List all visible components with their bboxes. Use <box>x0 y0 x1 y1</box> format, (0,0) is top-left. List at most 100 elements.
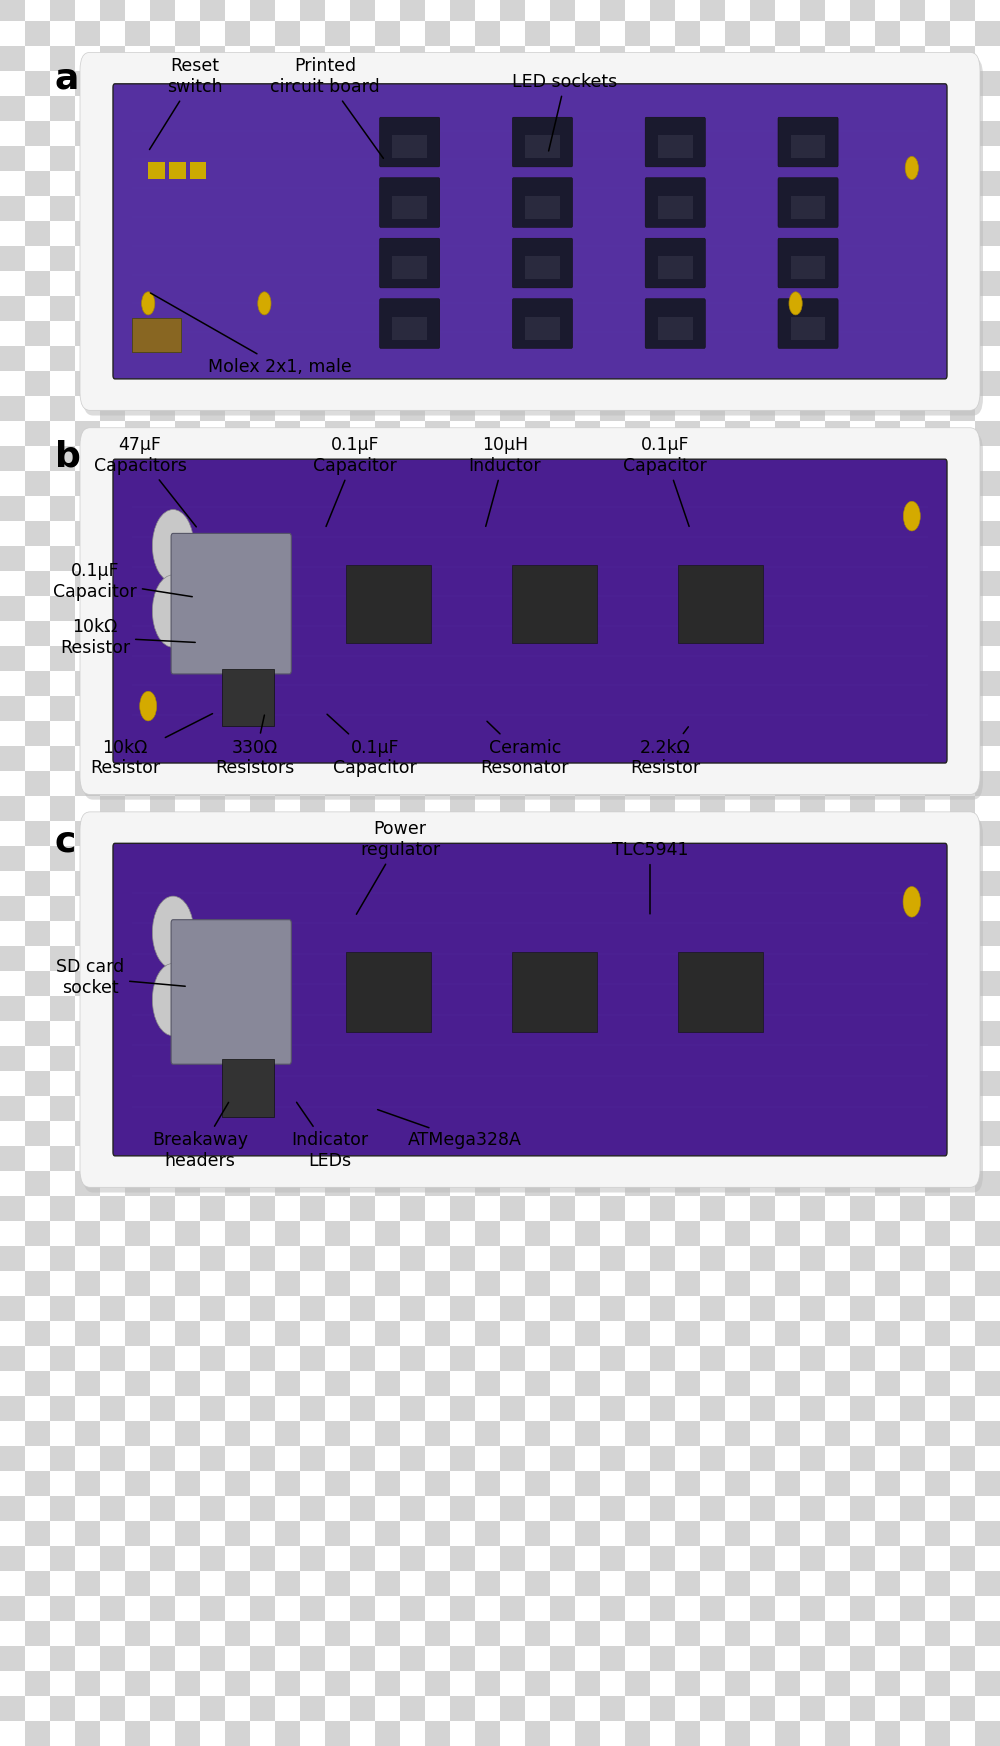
Bar <box>150 721 175 746</box>
Bar <box>975 1322 1000 1346</box>
Bar <box>525 1646 550 1671</box>
Bar <box>275 1346 300 1371</box>
Bar <box>75 246 100 271</box>
Bar <box>150 471 175 496</box>
Bar <box>450 445 475 471</box>
Bar <box>650 1620 675 1646</box>
Bar <box>750 1172 775 1196</box>
Bar <box>850 246 875 271</box>
Bar <box>925 370 950 396</box>
Bar <box>250 746 275 772</box>
Bar <box>50 346 75 370</box>
Bar <box>125 595 150 622</box>
Bar <box>75 1571 100 1596</box>
Bar <box>200 0 225 21</box>
Bar <box>150 171 175 196</box>
Bar <box>650 1571 675 1596</box>
Bar <box>175 222 200 246</box>
Bar <box>400 445 425 471</box>
Bar <box>75 21 100 45</box>
Bar <box>450 196 475 222</box>
Bar <box>975 1247 1000 1271</box>
Bar <box>225 1446 250 1470</box>
Bar <box>400 746 425 772</box>
Bar <box>550 920 575 946</box>
Bar <box>200 1545 225 1571</box>
Bar <box>550 370 575 396</box>
Bar <box>392 316 427 340</box>
Bar <box>150 346 175 370</box>
Bar <box>650 871 675 896</box>
Bar <box>875 196 900 222</box>
Bar <box>100 847 125 871</box>
Bar <box>0 321 25 346</box>
Bar <box>100 222 125 246</box>
Bar <box>225 1646 250 1671</box>
Bar <box>850 396 875 421</box>
Bar <box>375 571 400 595</box>
Bar <box>950 1722 975 1746</box>
Bar <box>475 946 500 971</box>
Bar <box>675 1620 700 1646</box>
Bar <box>125 370 150 396</box>
Bar <box>750 222 775 246</box>
FancyBboxPatch shape <box>778 117 838 168</box>
Bar <box>650 1695 675 1722</box>
Bar <box>950 421 975 445</box>
Bar <box>850 1620 875 1646</box>
Bar <box>150 847 175 871</box>
Bar <box>225 222 250 246</box>
Bar <box>225 1145 250 1172</box>
Bar <box>300 421 325 445</box>
Bar <box>450 871 475 896</box>
Bar <box>500 471 525 496</box>
Bar <box>625 297 650 321</box>
Bar <box>775 346 800 370</box>
Bar <box>425 1496 450 1521</box>
Bar <box>800 1296 825 1322</box>
Bar <box>100 1070 125 1096</box>
Bar <box>425 995 450 1021</box>
Bar <box>150 1371 175 1397</box>
Bar <box>600 1671 625 1695</box>
Bar <box>375 646 400 670</box>
Bar <box>700 1247 725 1271</box>
Bar <box>50 971 75 995</box>
Bar <box>275 871 300 896</box>
Bar <box>600 995 625 1021</box>
Bar <box>925 896 950 920</box>
Bar <box>400 1596 425 1620</box>
Bar <box>650 1322 675 1346</box>
Bar <box>475 1446 500 1470</box>
Bar <box>0 1220 25 1247</box>
Bar <box>100 520 125 546</box>
Bar <box>700 1220 725 1247</box>
Bar <box>925 120 950 147</box>
Bar <box>650 196 675 222</box>
Bar <box>175 346 200 370</box>
Bar <box>375 995 400 1021</box>
FancyBboxPatch shape <box>512 237 572 288</box>
Bar <box>275 1646 300 1671</box>
Bar <box>75 1247 100 1271</box>
Bar <box>850 1646 875 1671</box>
Bar <box>975 271 1000 297</box>
Bar <box>525 72 550 96</box>
Bar <box>0 896 25 920</box>
Bar <box>875 896 900 920</box>
Bar <box>625 246 650 271</box>
Bar <box>350 847 375 871</box>
Bar <box>150 995 175 1021</box>
Bar <box>925 995 950 1021</box>
Bar <box>675 1021 700 1046</box>
Bar <box>400 370 425 396</box>
Bar <box>750 1671 775 1695</box>
Bar <box>950 222 975 246</box>
Bar <box>500 1220 525 1247</box>
Bar <box>725 1722 750 1746</box>
Bar <box>575 896 600 920</box>
Bar <box>425 1096 450 1121</box>
Bar <box>875 721 900 746</box>
Bar <box>950 297 975 321</box>
Bar <box>100 746 125 772</box>
